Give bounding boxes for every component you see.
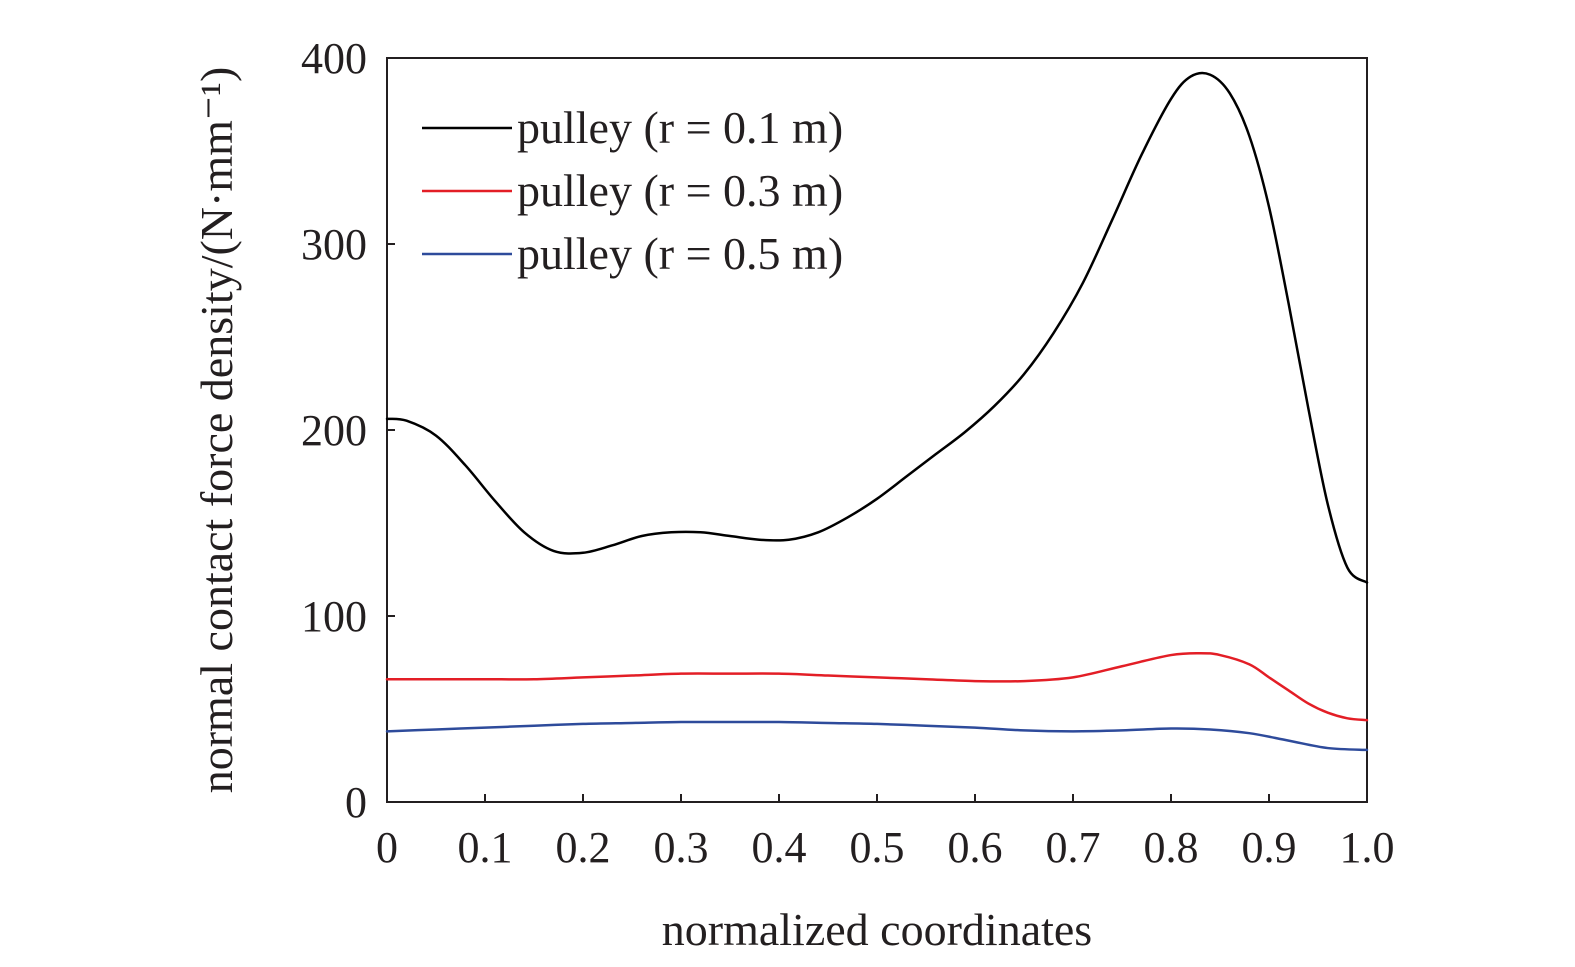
legend-label-2: pulley (r = 0.3 m) [517,165,843,216]
y-tick-label: 0 [345,778,367,827]
x-tick-label: 0.8 [1144,823,1199,872]
y-tick-label: 300 [301,220,367,269]
series-lines [385,71,1369,752]
x-tick-label: 0.4 [752,823,807,872]
series-line-2 [385,651,1369,722]
y-axis-title: normal contact force density/(N·mm⁻¹) [191,67,242,794]
x-tick-label: 0.3 [654,823,709,872]
x-axis-ticks: 0 0.1 0.2 0.3 0.4 0.5 0.6 0.7 0.8 0.9 1.0 [376,794,1395,872]
y-tick-label: 400 [301,34,367,83]
x-tick-label: 1.0 [1340,823,1395,872]
x-tick-label: 0.9 [1242,823,1297,872]
legend-label-3: pulley (r = 0.5 m) [517,228,843,279]
series-line-3 [385,720,1369,752]
series-line-1 [385,71,1369,584]
y-tick-label: 100 [301,592,367,641]
x-tick-label: 0 [376,823,398,872]
x-tick-label: 0.1 [458,823,513,872]
legend: pulley (r = 0.1 m) pulley (r = 0.3 m) pull… [422,102,843,279]
y-tick-label: 200 [301,406,367,455]
x-tick-label: 0.6 [948,823,1003,872]
x-tick-label: 0.5 [850,823,905,872]
x-tick-label: 0.7 [1046,823,1101,872]
x-axis-title: normalized coordinates [662,904,1092,955]
x-tick-label: 0.2 [556,823,611,872]
legend-label-1: pulley (r = 0.1 m) [517,102,843,153]
y-axis-ticks: 0 100 200 300 400 [301,34,395,827]
